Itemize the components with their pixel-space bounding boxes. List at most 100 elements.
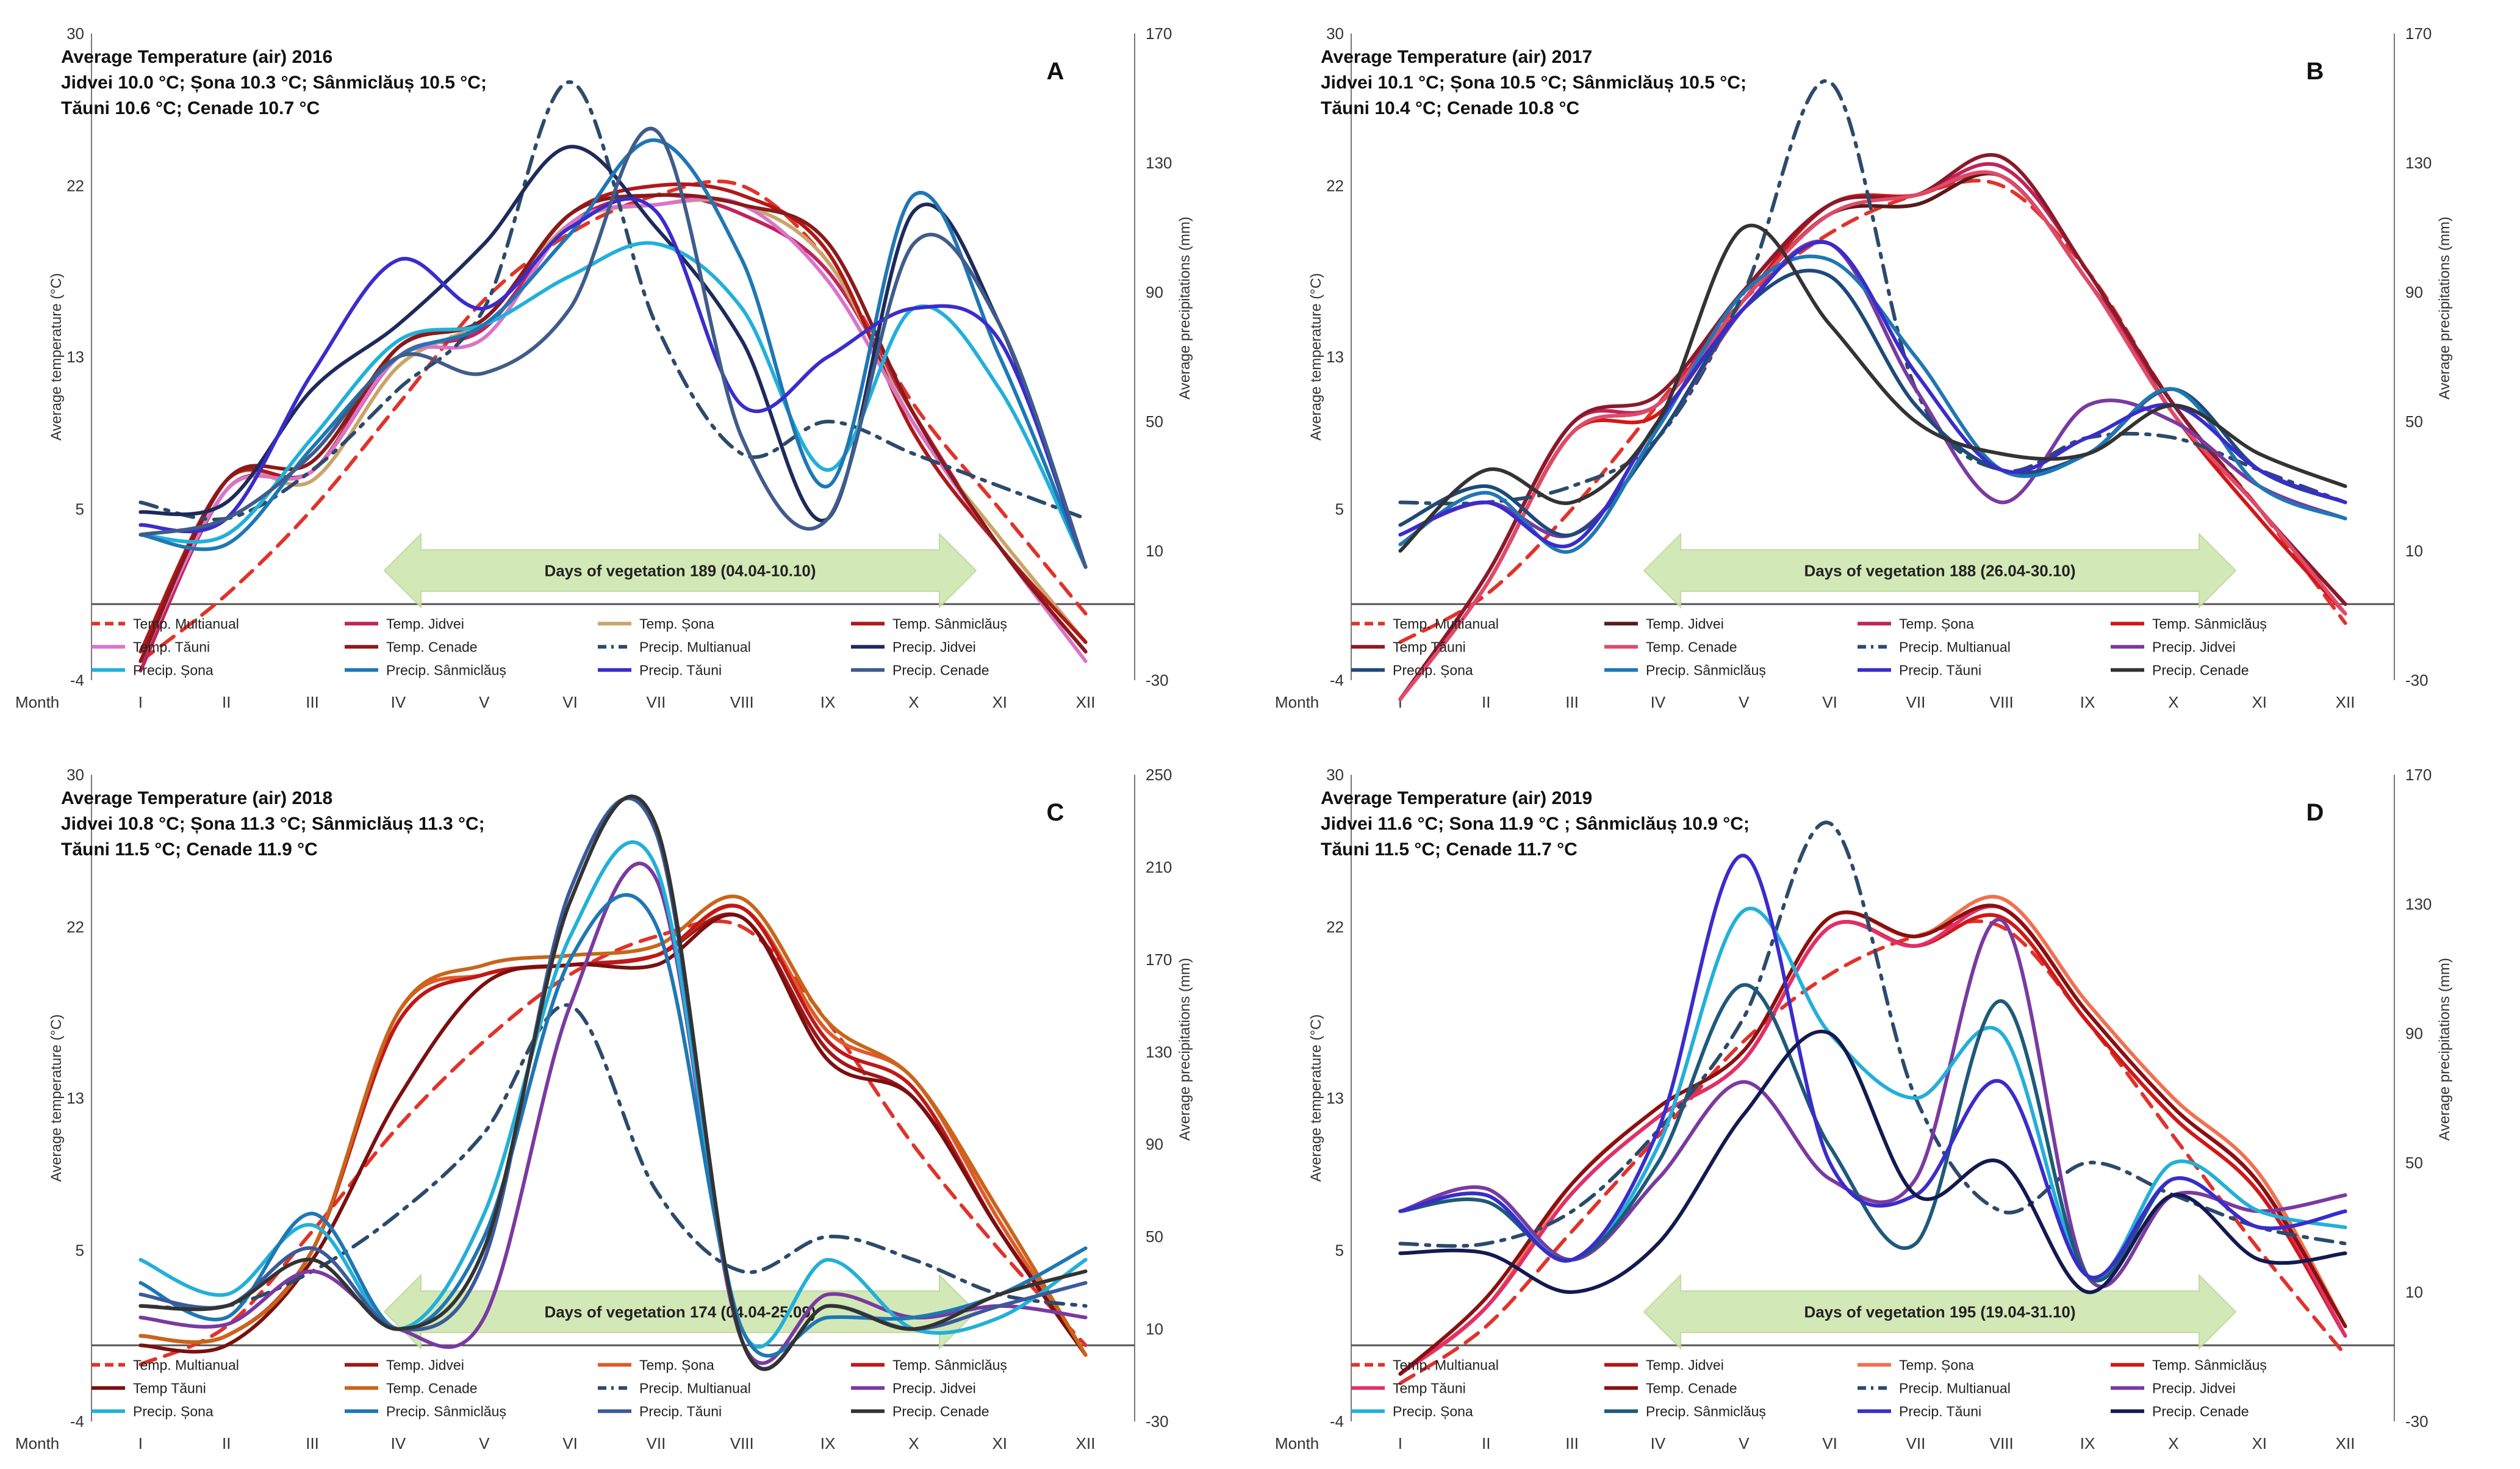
x-tick-label: III xyxy=(1565,1434,1579,1453)
x-tick-label: VIII xyxy=(1990,1434,2014,1453)
legend-entry: Precip. Sânmiclăuș xyxy=(1646,662,1766,678)
x-tick-label: V xyxy=(1739,693,1750,711)
legend-entry: Temp. Sânmiclăuș xyxy=(892,1357,1007,1373)
panel-title-line: Tăuni 11.5 °C; Cenade 11.9 °C xyxy=(61,839,318,860)
y2-tick-label: 50 xyxy=(1146,1227,1163,1246)
panel-title-line: Average Temperature (air) 2019 xyxy=(1321,788,1592,808)
legend-entry: Temp Tăuni xyxy=(133,1380,206,1396)
series-line-9 xyxy=(1398,254,2347,554)
y2-tick-label: 130 xyxy=(2405,895,2432,913)
y2-tick-label: 170 xyxy=(2405,766,2432,784)
y-tick-label: 5 xyxy=(1335,1241,1344,1259)
x-tick-label: XII xyxy=(2336,1434,2355,1453)
panel-title-line: Jidvei 11.6 °C; Sona 11.9 °C ; Sânmiclău… xyxy=(1321,814,1750,834)
y2-axis-title: Average precipitations (mm) xyxy=(1177,217,1193,400)
legend-entry: Temp. Tăuni xyxy=(133,639,210,655)
x-tick-label: IX xyxy=(820,1434,836,1453)
y2-tick-label: 130 xyxy=(1146,1043,1172,1061)
series-line-5 xyxy=(138,193,1088,663)
series-line-8 xyxy=(138,241,1088,569)
series-line-6 xyxy=(1398,79,2347,506)
panel-title-line: Jidvei 10.8 °C; Șona 11.3 °C; Sânmiclăuș… xyxy=(61,814,485,834)
x-tick-label: IV xyxy=(1651,1434,1666,1453)
y-tick-label: 30 xyxy=(1326,24,1344,43)
legend-entry: Precip. Jidvei xyxy=(892,1380,976,1396)
x-tick-label: IX xyxy=(2080,1434,2095,1453)
x-tick-label: IV xyxy=(391,1434,406,1453)
y2-tick-label: 130 xyxy=(2405,154,2432,172)
series-line-6 xyxy=(138,80,1088,522)
legend-entry: Precip. Șona xyxy=(1393,1403,1473,1419)
y-tick-label: 22 xyxy=(1326,918,1344,936)
x-tick-label: VII xyxy=(647,693,666,711)
x-tick-label: III xyxy=(1565,693,1579,711)
legend-entry: Precip. Sânmiclăuș xyxy=(386,1403,506,1419)
y-tick-label: -4 xyxy=(70,671,84,689)
x-tick-label: V xyxy=(479,693,490,711)
legend-entry: Precip. Șona xyxy=(133,662,214,678)
y2-tick-label: 10 xyxy=(1146,542,1163,560)
x-tick-label: X xyxy=(2168,693,2178,711)
x-tick-label: I xyxy=(1398,1434,1402,1453)
x-tick-label: XI xyxy=(992,1434,1007,1453)
y-tick-label: 13 xyxy=(1326,348,1344,366)
y2-axis-title: Average precipitations (mm) xyxy=(2436,958,2453,1141)
y2-tick-label: 90 xyxy=(2405,1024,2423,1043)
legend-entry: Precip. Multianual xyxy=(639,639,751,655)
panel-title-line: Tăuni 10.4 °C; Cenade 10.8 °C xyxy=(1321,98,1579,118)
legend-entry: Precip. Cenade xyxy=(892,1403,989,1419)
y2-tick-label: -30 xyxy=(2405,671,2428,689)
series-line-0 xyxy=(138,919,1088,1367)
y2-tick-label: 90 xyxy=(2405,283,2423,301)
x-tick-label: II xyxy=(222,1434,231,1453)
x-tick-label: IX xyxy=(2080,693,2095,711)
legend-entry: Precip. Multianual xyxy=(1899,1380,2011,1396)
series-line-7 xyxy=(138,861,1088,1365)
legend-entry: Temp. Șona xyxy=(1899,616,1974,631)
x-tick-label: VIII xyxy=(1990,693,2014,711)
legend-entry: Temp. Multianual xyxy=(1393,1357,1499,1373)
y-tick-label: 5 xyxy=(76,1241,84,1259)
x-tick-label: I xyxy=(138,1434,143,1453)
x-tick-label: VII xyxy=(1906,1434,1926,1453)
legend-entry: Precip. Sânmiclăuș xyxy=(386,662,506,678)
x-tick-label: XII xyxy=(1076,1434,1096,1453)
legend-entry: Precip. Jidvei xyxy=(2152,639,2236,655)
y2-tick-label: 170 xyxy=(2405,24,2432,43)
series-line-6 xyxy=(1398,821,2347,1248)
y-tick-label: 13 xyxy=(66,1089,84,1107)
series-line-10 xyxy=(1398,240,2347,548)
panel-title-line: Jidvei 10.1 °C; Șona 10.5 °C; Sânmiclăuș… xyxy=(1321,73,1746,93)
panel-title-line: Average Temperature (air) 2017 xyxy=(1321,47,1592,67)
legend-entry: Temp. Sânmiclăuș xyxy=(892,616,1007,631)
x-tick-label: III xyxy=(306,693,319,711)
series-line-0 xyxy=(1398,179,2347,644)
y2-tick-label: -30 xyxy=(1146,1412,1169,1431)
legend-entry: Precip. Tăuni xyxy=(639,1403,722,1419)
legend-entry: Temp. Șona xyxy=(639,616,714,631)
y-axis-title: Average temperature (°C) xyxy=(48,1015,65,1182)
legend-entry: Precip. Șona xyxy=(1393,662,1473,678)
y-tick-label: 13 xyxy=(1326,1089,1344,1107)
x-tick-label: XI xyxy=(2252,693,2267,711)
legend-entry: Temp. Șona xyxy=(639,1357,714,1373)
x-axis-title: Month xyxy=(1275,1434,1319,1453)
panel-letter: B xyxy=(2306,58,2324,85)
legend-entry: Temp. Sânmiclăuș xyxy=(2152,616,2267,631)
x-tick-label: X xyxy=(908,693,919,711)
x-tick-label: II xyxy=(1482,693,1490,711)
y-axis-title: Average temperature (°C) xyxy=(1308,273,1324,441)
legend-entry: Precip. Jidvei xyxy=(892,639,976,655)
y2-tick-label: 10 xyxy=(2405,1283,2423,1301)
y2-axis-title: Average precipitations (mm) xyxy=(2436,217,2453,400)
y-axis-title: Average temperature (°C) xyxy=(1308,1015,1324,1182)
y2-tick-label: 90 xyxy=(1146,1135,1163,1154)
panel-letter: D xyxy=(2306,799,2324,826)
x-tick-label: XII xyxy=(2336,693,2355,711)
y2-tick-label: -30 xyxy=(2405,1412,2428,1431)
y-tick-label: 22 xyxy=(66,918,84,936)
legend-entry: Precip. Cenade xyxy=(2152,662,2249,678)
x-tick-label: XI xyxy=(992,693,1007,711)
series-line-11 xyxy=(1398,1029,2347,1295)
